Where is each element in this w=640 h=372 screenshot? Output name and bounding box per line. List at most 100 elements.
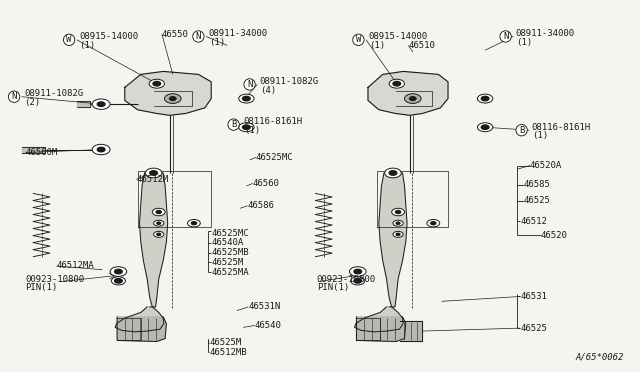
Text: 46525MC: 46525MC — [256, 153, 294, 162]
Text: N: N — [247, 80, 252, 89]
Text: (1): (1) — [209, 38, 225, 46]
Circle shape — [152, 208, 165, 216]
Circle shape — [157, 222, 161, 224]
Circle shape — [191, 222, 196, 225]
Polygon shape — [115, 307, 164, 332]
Polygon shape — [125, 71, 211, 115]
Text: 46512M: 46512M — [136, 175, 168, 184]
Circle shape — [477, 123, 493, 132]
Text: 46525M: 46525M — [211, 258, 243, 267]
Text: 46520A: 46520A — [530, 161, 562, 170]
Circle shape — [157, 233, 161, 235]
Text: 46525MC: 46525MC — [211, 229, 249, 238]
Text: N: N — [196, 32, 201, 41]
Circle shape — [145, 168, 162, 178]
Circle shape — [243, 96, 250, 101]
Polygon shape — [117, 317, 166, 341]
Circle shape — [149, 79, 164, 88]
Text: 08911-34000: 08911-34000 — [209, 29, 268, 38]
Circle shape — [354, 269, 362, 274]
Text: N: N — [12, 92, 17, 101]
Text: 46560: 46560 — [253, 179, 280, 188]
Circle shape — [97, 102, 105, 106]
Text: 46525: 46525 — [524, 196, 550, 205]
Text: (1): (1) — [79, 41, 95, 50]
Polygon shape — [140, 172, 168, 307]
Text: B: B — [231, 120, 236, 129]
Text: 46525MB: 46525MB — [211, 248, 249, 257]
Text: 46531N: 46531N — [248, 302, 280, 311]
Circle shape — [393, 231, 403, 237]
Text: 46525M: 46525M — [209, 339, 241, 347]
Text: 08911-1082G: 08911-1082G — [260, 77, 319, 86]
Text: A/65*0062: A/65*0062 — [575, 353, 624, 362]
Circle shape — [239, 94, 254, 103]
Text: 08116-8161H: 08116-8161H — [244, 117, 303, 126]
Circle shape — [396, 222, 400, 224]
Text: 08911-34000: 08911-34000 — [516, 29, 575, 38]
Circle shape — [389, 79, 404, 88]
Circle shape — [188, 219, 200, 227]
Circle shape — [481, 96, 489, 101]
Polygon shape — [355, 307, 403, 332]
Text: 46525: 46525 — [520, 324, 547, 333]
Text: PIN(1): PIN(1) — [26, 283, 58, 292]
Circle shape — [396, 233, 400, 235]
Text: (1): (1) — [244, 126, 260, 135]
Circle shape — [393, 81, 401, 86]
Circle shape — [170, 97, 176, 100]
Polygon shape — [400, 321, 422, 341]
Text: (1): (1) — [532, 131, 548, 140]
Text: 00923-10800: 00923-10800 — [26, 275, 84, 284]
Circle shape — [111, 277, 125, 285]
Text: 00923-10800: 00923-10800 — [317, 275, 376, 284]
Text: PIN(1): PIN(1) — [317, 283, 349, 292]
Circle shape — [354, 279, 362, 283]
Circle shape — [156, 211, 161, 214]
Text: 46512: 46512 — [520, 217, 547, 226]
Text: (1): (1) — [369, 41, 385, 50]
Polygon shape — [77, 101, 90, 107]
Circle shape — [477, 94, 493, 103]
Circle shape — [154, 231, 164, 237]
Circle shape — [393, 220, 403, 226]
Circle shape — [110, 267, 127, 276]
Text: 46560M: 46560M — [26, 148, 58, 157]
Text: 46585: 46585 — [524, 180, 550, 189]
Circle shape — [385, 168, 401, 178]
Circle shape — [164, 94, 181, 103]
Circle shape — [154, 220, 164, 226]
Circle shape — [150, 171, 157, 175]
Circle shape — [351, 277, 365, 285]
Polygon shape — [22, 147, 45, 153]
Text: (4): (4) — [260, 86, 276, 94]
Circle shape — [92, 99, 110, 109]
Circle shape — [115, 279, 122, 283]
Text: W: W — [67, 35, 72, 44]
Circle shape — [153, 81, 161, 86]
Text: B: B — [519, 126, 524, 135]
Text: 46525MA: 46525MA — [211, 268, 249, 277]
Polygon shape — [379, 172, 407, 307]
Circle shape — [115, 269, 122, 274]
Text: N: N — [503, 32, 508, 41]
Text: 08915-14000: 08915-14000 — [369, 32, 428, 41]
Circle shape — [481, 125, 489, 129]
Text: 46512MA: 46512MA — [56, 262, 94, 270]
Text: 46520: 46520 — [541, 231, 568, 240]
Circle shape — [243, 125, 250, 129]
Text: W: W — [356, 35, 361, 44]
Circle shape — [97, 147, 105, 152]
Circle shape — [396, 211, 401, 214]
Circle shape — [349, 267, 366, 276]
Polygon shape — [356, 317, 406, 341]
Circle shape — [404, 94, 421, 103]
Text: 46550: 46550 — [162, 30, 189, 39]
Polygon shape — [368, 71, 448, 115]
Text: 46510: 46510 — [408, 41, 435, 50]
Text: 46531: 46531 — [520, 292, 547, 301]
Circle shape — [239, 123, 254, 132]
Circle shape — [427, 219, 440, 227]
Text: 46540A: 46540A — [211, 238, 243, 247]
Text: 46586: 46586 — [248, 201, 275, 210]
